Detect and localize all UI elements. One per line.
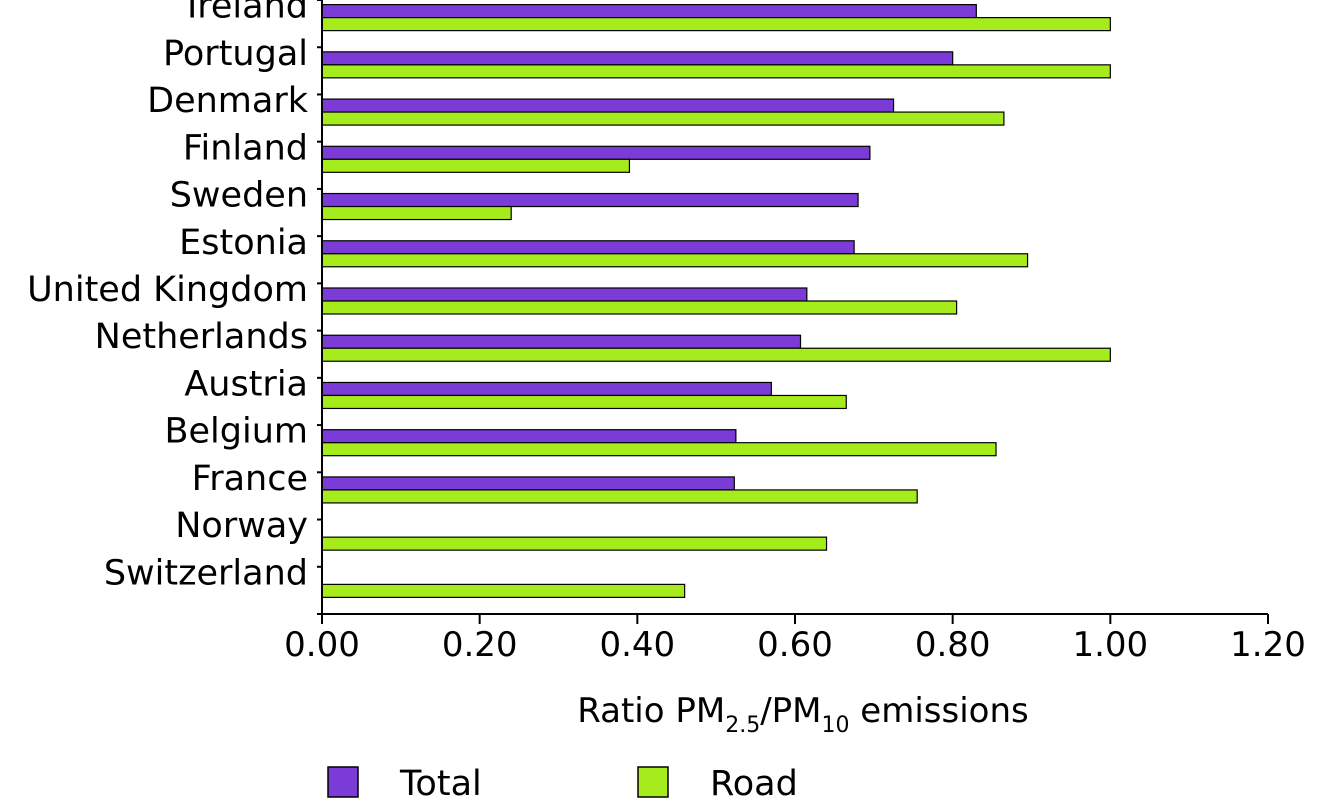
- legend-label-total: Total: [399, 764, 482, 800]
- bar-road-netherlands: [321, 347, 1111, 362]
- x-axis-title-tail: emissions: [850, 691, 1029, 731]
- legend-swatch-total: [327, 766, 359, 798]
- category-label-belgium: Belgium: [165, 412, 309, 452]
- x-tick-label: 0.00: [284, 625, 360, 665]
- bar-road-united-kingdom: [321, 300, 958, 315]
- legend-item-total: Total: [327, 764, 482, 800]
- category-label-france: France: [192, 459, 308, 499]
- bar-road-france: [321, 489, 918, 504]
- bar-road-finland: [321, 158, 631, 173]
- bar-road-denmark: [321, 111, 1005, 126]
- bar-total-united-kingdom: [321, 287, 808, 302]
- category-label-denmark: Denmark: [147, 81, 309, 121]
- bar-road-ireland: [321, 17, 1111, 32]
- x-tick-label: 0.20: [442, 625, 518, 665]
- y-axis-ticks: [317, 0, 322, 615]
- x-axis-ticks: 0.00 0.20 0.40 0.60 0.80 1.00 1.20: [284, 614, 1306, 665]
- bar-total-finland: [321, 145, 871, 160]
- bar-total-netherlands: [321, 334, 802, 349]
- bar-road-switzerland: [321, 583, 686, 598]
- x-tick-label: 0.60: [757, 625, 833, 665]
- bar-total-belgium: [321, 429, 737, 444]
- bar-total-sweden: [321, 192, 859, 208]
- bar-total-portugal: [321, 51, 954, 66]
- legend: Total Road: [327, 764, 798, 800]
- bar-total-france: [321, 476, 735, 491]
- category-label-netherlands: Netherlands: [95, 317, 308, 357]
- category-labels: Ireland Portugal Denmark Finland Sweden Eston…: [27, 0, 309, 593]
- category-label-sweden: Sweden: [170, 176, 308, 216]
- category-label-ireland: Ireland: [187, 0, 308, 27]
- bar-road-portugal: [321, 64, 1111, 79]
- bar-road-sweden: [321, 205, 512, 221]
- x-tick-label: 1.00: [1072, 625, 1148, 665]
- x-axis-title-main: Ratio PM: [577, 691, 725, 731]
- x-tick-label: 0.40: [599, 625, 675, 665]
- category-label-switzerland: Switzerland: [104, 553, 308, 593]
- bar-road-norway: [321, 536, 828, 551]
- x-axis-title-sub1: 2.5: [725, 713, 760, 738]
- bars-layer: [321, 4, 1111, 598]
- bar-road-estonia: [321, 253, 1029, 268]
- category-label-portugal: Portugal: [163, 34, 308, 74]
- legend-swatch-road: [637, 766, 669, 798]
- category-label-finland: Finland: [183, 128, 308, 168]
- category-label-estonia: Estonia: [179, 223, 308, 263]
- x-tick-label: 1.20: [1230, 625, 1306, 665]
- category-label-united-kingdom: United Kingdom: [27, 270, 308, 310]
- bar-total-ireland: [321, 4, 977, 19]
- x-axis-title: Ratio PM2.5/PM10 emissions: [577, 691, 1028, 738]
- x-axis-title-sub2: 10: [822, 713, 850, 738]
- bar-road-belgium: [321, 442, 997, 457]
- bar-total-austria: [321, 381, 772, 397]
- legend-item-road: Road: [637, 764, 798, 800]
- x-tick-label: 0.80: [915, 625, 991, 665]
- legend-label-road: Road: [710, 764, 798, 800]
- category-label-austria: Austria: [184, 364, 308, 404]
- category-label-norway: Norway: [175, 506, 308, 546]
- bar-road-austria: [321, 394, 847, 410]
- bar-total-estonia: [321, 240, 855, 255]
- x-axis-title-mid: /PM: [760, 691, 821, 731]
- bar-total-denmark: [321, 98, 895, 113]
